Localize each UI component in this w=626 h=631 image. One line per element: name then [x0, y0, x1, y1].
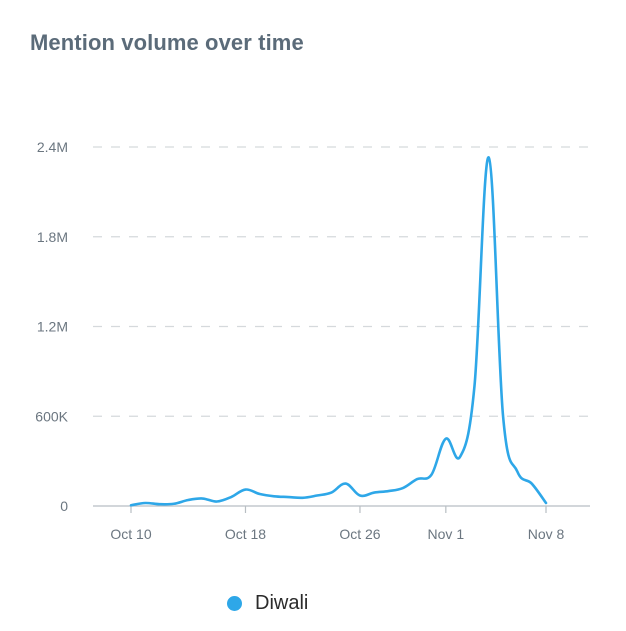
y-axis-labels: 0 600K 1.2M 1.8M 2.4M	[35, 139, 68, 514]
legend-dot-icon	[227, 596, 242, 611]
x-tick-label: Nov 8	[528, 526, 565, 542]
y-tick-label: 1.2M	[37, 319, 68, 335]
x-tick-label: Oct 26	[339, 526, 380, 542]
y-tick-label: 1.8M	[37, 229, 68, 245]
series-lines	[129, 156, 548, 507]
grid-lines	[93, 146, 590, 417]
x-axis-labels: Oct 10 Oct 18 Oct 26 Nov 1 Nov 8	[110, 506, 564, 542]
legend[interactable]: Diwali	[227, 592, 308, 615]
y-tick-label: 0	[60, 498, 68, 514]
legend-label: Diwali	[255, 592, 309, 614]
x-tick-label: Nov 1	[428, 526, 465, 542]
series-line-diwali	[129, 156, 548, 507]
x-tick-label: Oct 18	[225, 526, 266, 542]
x-tick-label: Oct 10	[110, 526, 151, 542]
y-tick-label: 2.4M	[37, 139, 68, 155]
y-tick-label: 600K	[35, 408, 68, 424]
chart-title: Mention volume over time	[30, 30, 304, 55]
